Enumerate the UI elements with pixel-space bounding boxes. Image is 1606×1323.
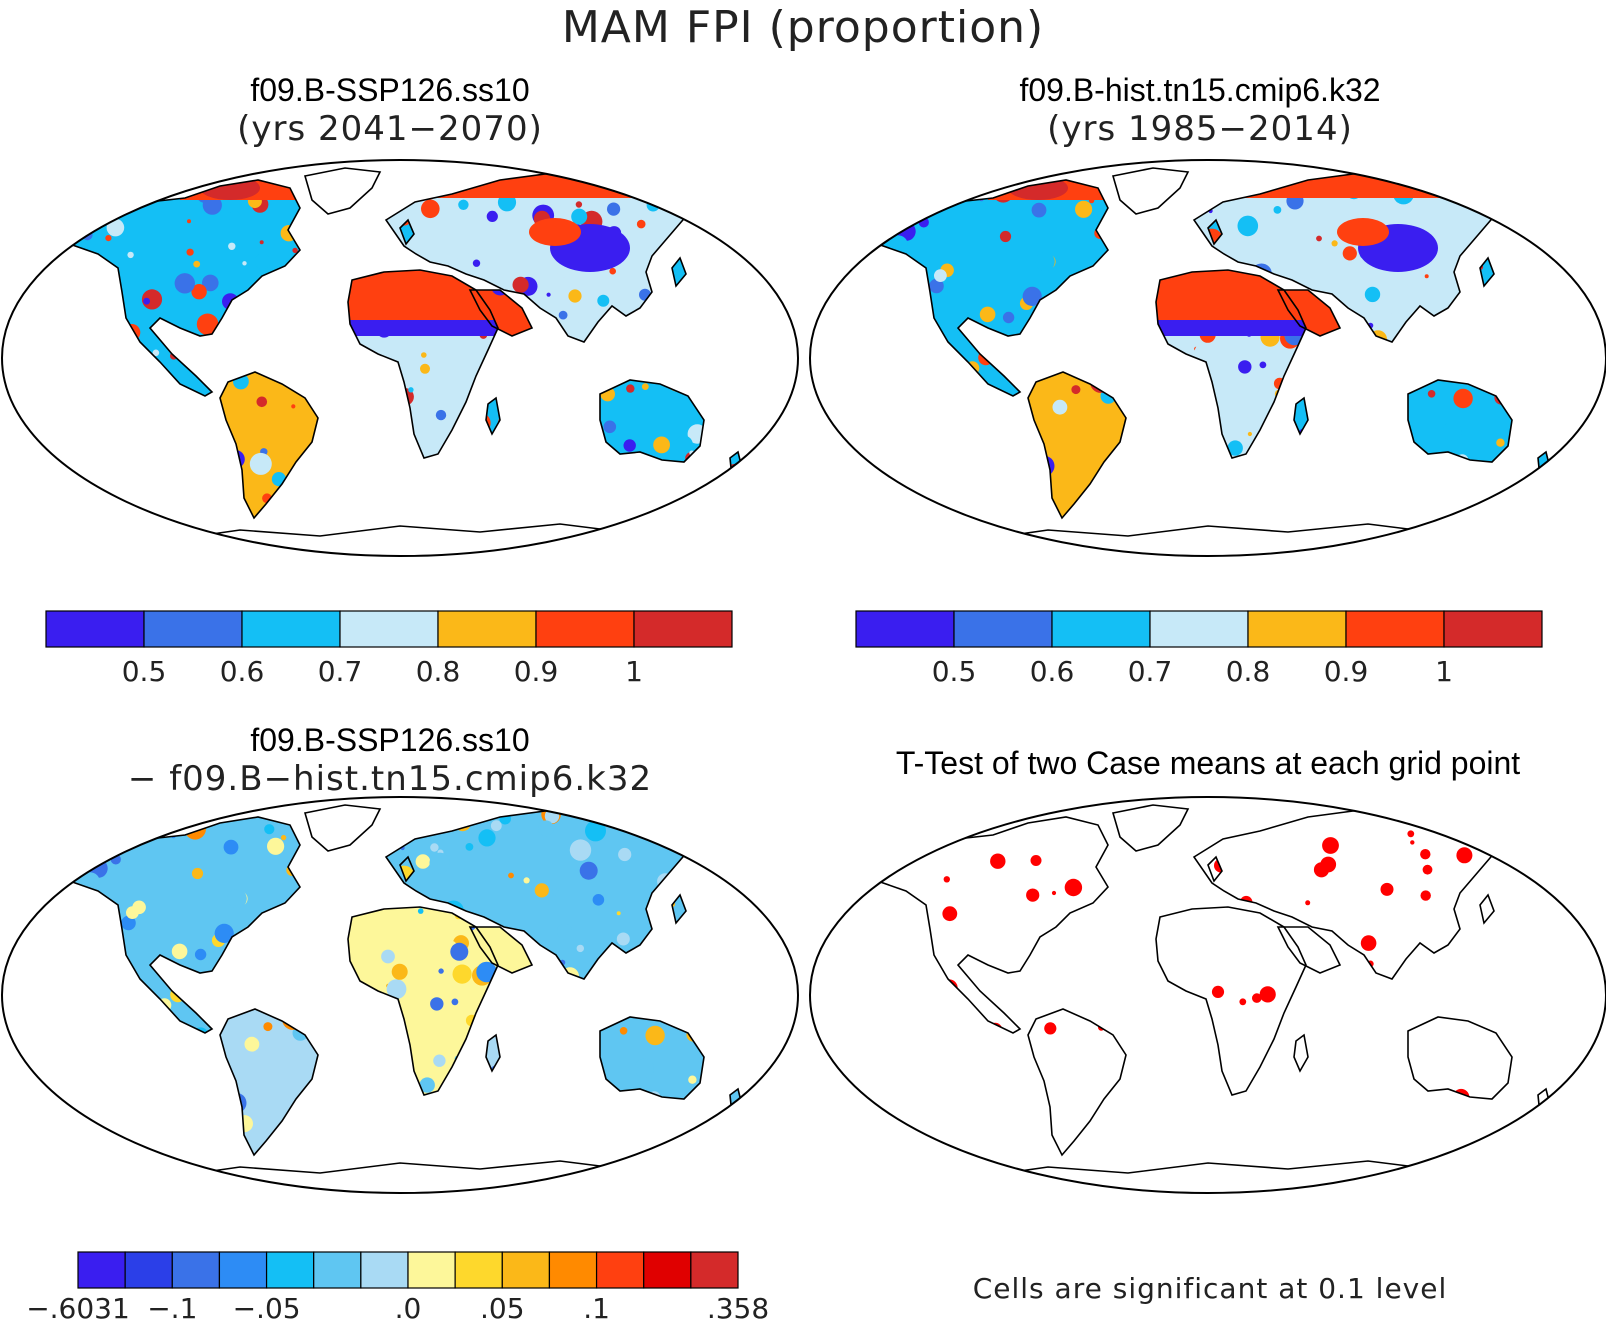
figure-title: MAM FPI (proportion): [561, 2, 1045, 53]
panel-historical-title: f09.B-hist.tn15.cmip6.k32 (yrs 1985−2014…: [810, 72, 1590, 149]
land-greenland: [305, 168, 380, 214]
colorbar-swatch: [1149, 610, 1249, 648]
colorbar-tick-label: 0.6: [220, 655, 265, 688]
colorbar-swatch: [360, 1251, 409, 1289]
panel-difference-case: f09.B-SSP126.ss10: [250, 722, 530, 758]
land-north-america: [866, 180, 1108, 396]
land-north-america: [58, 817, 300, 1033]
land-australia: [600, 1017, 704, 1099]
colorbar-swatch: [171, 1251, 221, 1289]
colorbar-swatch: [339, 610, 439, 648]
colorbar-swatch: [45, 610, 145, 648]
map-border: [809, 159, 1606, 557]
map-ttest: [809, 796, 1606, 1194]
panel-future-years: (yrs 2041−2070): [237, 109, 543, 149]
colorbar-tick-label: 0.7: [318, 655, 363, 688]
colorbar-swatch: [548, 1251, 598, 1289]
colorbar-swatch: [454, 1251, 503, 1289]
land-greenland: [1113, 168, 1188, 214]
panel-future-case: f09.B-SSP126.ss10: [250, 72, 530, 108]
colorbar-tick-label: −.05: [233, 1292, 301, 1323]
colorbar-swatch: [437, 610, 537, 648]
land-eurasia: [386, 170, 700, 342]
colorbar-swatch: [1247, 610, 1347, 648]
colorbar-swatch: [633, 610, 733, 648]
land-south-america: [1028, 1009, 1126, 1155]
colorbar-tick-label: .358: [707, 1292, 769, 1323]
land-south-america: [220, 372, 318, 518]
colorbar-swatch: [1345, 610, 1445, 648]
land-australia: [1408, 380, 1512, 462]
map-border: [1, 796, 799, 1194]
panel-ttest-title: T-Test of two Case means at each grid po…: [895, 745, 1521, 781]
colorbar-swatch: [143, 610, 243, 648]
colorbar-tick-label: −.6031: [26, 1292, 130, 1323]
panel-historical-years: (yrs 1985−2014): [1047, 109, 1353, 149]
colorbar-future: 0.5 0.6 0.7 0.8 0.9 1: [45, 610, 733, 688]
colorbar-historical: 0.5 0.6 0.7 0.8 0.9 1: [855, 610, 1543, 688]
colorbar-tick-label: 0.9: [1324, 655, 1369, 688]
land-greenland: [1113, 805, 1188, 851]
colorbar-tick-label: 0.6: [1030, 655, 1075, 688]
colorbar-swatch: [501, 1251, 551, 1289]
panel-difference-subtrahend: − f09.B−hist.tn15.cmip6.k32: [127, 759, 653, 799]
map-historical: [809, 159, 1606, 557]
land-arabia: [470, 290, 532, 336]
colorbar-swatch: [595, 1251, 645, 1289]
land-arabia: [1278, 290, 1340, 336]
colorbar-swatch: [313, 1251, 362, 1289]
colorbar-swatch: [407, 1251, 456, 1289]
colorbar-swatch: [953, 610, 1053, 648]
colorbar-swatch: [1051, 610, 1151, 648]
colorbar-tick-label: 0.7: [1128, 655, 1173, 688]
land-greenland: [305, 805, 380, 851]
colorbar-swatch: [77, 1251, 126, 1289]
significance-note: Cells are significant at 0.1 level: [972, 1272, 1448, 1305]
colorbar-tick-label: 0.8: [1226, 655, 1271, 688]
colorbar-swatch: [855, 610, 955, 648]
map-border: [809, 796, 1606, 1194]
land-north-america: [866, 817, 1108, 1033]
colorbar-swatch: [241, 610, 341, 648]
panel-future-title: f09.B-SSP126.ss10 (yrs 2041−2070): [0, 72, 780, 149]
colorbar-tick-label: .0: [395, 1292, 422, 1323]
colorbar-difference: −.6031 −.1 −.05 .0 .05 .1 .358: [26, 1251, 769, 1323]
map-future: [1, 159, 799, 557]
colorbar-tick-label: 1: [1435, 655, 1453, 688]
colorbar-swatch: [643, 1251, 692, 1289]
panel-difference-title: f09.B-SSP126.ss10 − f09.B−hist.tn15.cmip…: [0, 722, 780, 799]
land-eurasia: [1194, 807, 1508, 979]
colorbar-tick-label: −.1: [147, 1292, 197, 1323]
colorbar-tick-label: 1: [625, 655, 643, 688]
colorbar-tick-label: .05: [480, 1292, 525, 1323]
colorbar-swatch: [535, 610, 635, 648]
colorbar-tick-label: 0.8: [416, 655, 461, 688]
colorbar-swatch: [265, 1251, 315, 1289]
land-australia: [1408, 1017, 1512, 1099]
colorbar-tick-label: 0.5: [932, 655, 977, 688]
colorbar-tick-label: .1: [583, 1292, 610, 1323]
colorbar-swatch: [1443, 610, 1543, 648]
colorbar-tick-label: 0.9: [514, 655, 559, 688]
colorbar-swatch: [690, 1251, 739, 1289]
land-africa: [1156, 907, 1306, 1095]
colorbar-tick-label: 0.5: [122, 655, 167, 688]
colorbar-swatch: [124, 1251, 173, 1289]
colorbar-swatch: [218, 1251, 268, 1289]
map-border: [1, 159, 799, 557]
land-arabia: [1278, 927, 1340, 973]
land-arabia: [470, 927, 532, 973]
map-difference: [1, 796, 799, 1194]
panel-historical-case: f09.B-hist.tn15.cmip6.k32: [1019, 72, 1381, 108]
